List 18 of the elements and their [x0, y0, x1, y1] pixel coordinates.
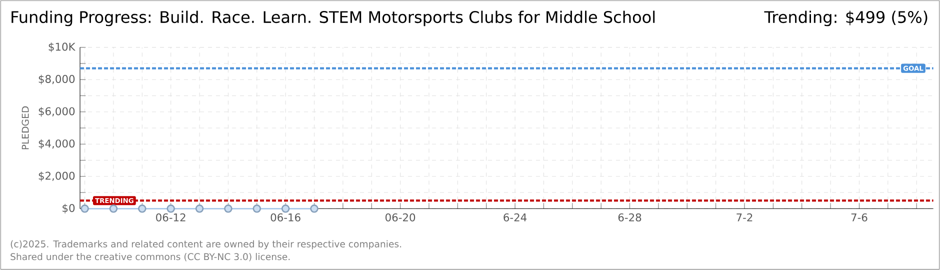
chart-title: Funding Progress: Build. Race. Learn. STEM Motorsports Clubs for Middle School	[12, 10, 655, 26]
y-tick-label: $2,000	[38, 172, 75, 182]
text: (c)2025. Trademarks and related content are owned by their respective companies.	[10, 240, 402, 250]
x-tick-label: 06-16	[270, 213, 300, 222]
y-tick-label: $4,000	[38, 139, 75, 149]
y-axis-title: PLEDGED	[22, 106, 29, 150]
x-tick-label: 7-6	[851, 213, 868, 222]
x-tick-label: 6-24	[504, 213, 527, 222]
x-tick-label: 7-2	[736, 213, 752, 222]
y-tick-label: $8,000	[38, 74, 75, 84]
y-tick-label: $10K	[48, 42, 76, 52]
text: Trending: $499 (5%)	[764, 10, 928, 26]
x-tick-label: 6-28	[618, 213, 642, 222]
y-tick-label: $6,000	[38, 107, 75, 117]
text: Shared under the creative commons (CC BY-NC 3.0) license.	[10, 252, 290, 262]
y-tick-label: $0	[62, 204, 75, 214]
x-tick-label: 06-12	[156, 213, 186, 222]
x-tick-label: 06-20	[386, 213, 416, 222]
